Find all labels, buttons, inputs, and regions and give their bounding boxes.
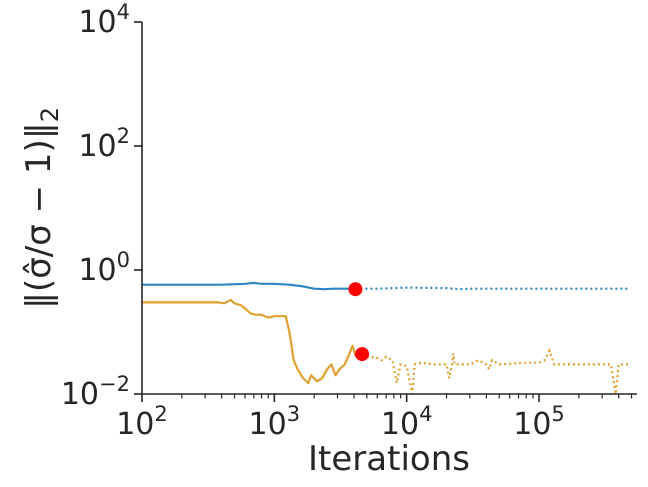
x-axis-label: Iterations	[308, 439, 470, 479]
x-tick-label-2: 104	[381, 402, 433, 442]
series-0-solid-line	[142, 281, 356, 291]
series-1-marker	[355, 347, 370, 362]
y-tick-label-3: 104	[78, 0, 130, 40]
ticks: 102 103 104 105 10−2 100 102 104	[61, 0, 633, 442]
series-0-marker	[348, 282, 363, 297]
series-0-dotted-line	[355, 286, 630, 291]
y-tick-label-0: 10−2	[61, 372, 130, 412]
x-tick-label-0: 102	[116, 402, 168, 442]
series-1-dotted-line	[362, 347, 630, 395]
x-tick-label-3: 105	[513, 402, 565, 442]
x-tick-label-1: 103	[249, 402, 301, 442]
y-tick-label-1: 100	[78, 248, 130, 288]
series-1-solid-line	[142, 298, 364, 385]
y-axis-label: ‖(σ̂/σ − 1)‖2	[19, 107, 64, 309]
y-tick-label-2: 102	[78, 124, 130, 164]
plot-area	[142, 281, 630, 395]
y-axis-label-subscript: 2	[36, 107, 64, 122]
y-axis-label-main: ‖(σ̂/σ − 1)‖	[19, 122, 59, 309]
